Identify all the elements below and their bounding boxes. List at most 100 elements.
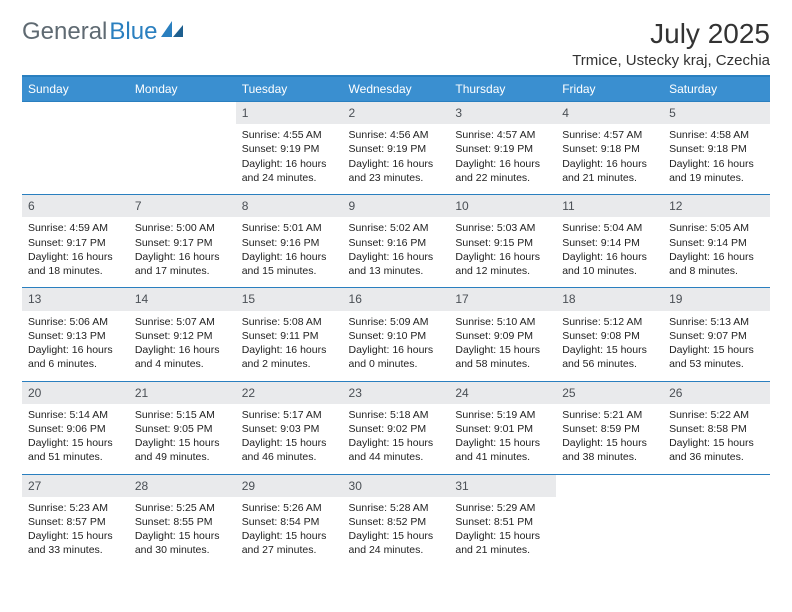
sunset-value: 9:15 PM (494, 237, 533, 249)
sunset-value: 9:19 PM (494, 143, 533, 155)
sunrise-value: 5:28 AM (390, 502, 429, 514)
sunset-label: Sunset: (455, 516, 491, 528)
sunrise-label: Sunrise: (669, 129, 708, 141)
daylight-label: Daylight: (562, 344, 603, 356)
sunset-line: Sunset: 8:57 PM (28, 515, 123, 529)
day-number: 1 (236, 102, 343, 124)
sunset-label: Sunset: (349, 516, 385, 528)
sunset-label: Sunset: (455, 237, 491, 249)
sunrise-value: 5:25 AM (176, 502, 215, 514)
sunset-value: 9:17 PM (173, 237, 212, 249)
sunrise-line: Sunrise: 5:17 AM (242, 408, 337, 422)
sunrise-value: 5:18 AM (390, 409, 429, 421)
sunset-label: Sunset: (242, 143, 278, 155)
sunrise-value: 5:21 AM (604, 409, 643, 421)
day-number: 23 (343, 382, 450, 404)
sunset-value: 9:02 PM (387, 423, 426, 435)
sunset-value: 9:11 PM (280, 330, 318, 342)
daylight-line: Daylight: 16 hours and 22 minutes. (455, 157, 550, 185)
sunset-line: Sunset: 9:17 PM (135, 236, 230, 250)
daylight-label: Daylight: (669, 158, 710, 170)
sunrise-value: 4:57 AM (604, 129, 643, 141)
sunset-value: 9:14 PM (601, 237, 640, 249)
daylight-label: Daylight: (135, 437, 176, 449)
sunrise-value: 4:57 AM (497, 129, 536, 141)
calendar-day-cell: 31Sunrise: 5:29 AMSunset: 8:51 PMDayligh… (449, 474, 556, 567)
daylight-line: Daylight: 15 hours and 30 minutes. (135, 529, 230, 557)
sunrise-line: Sunrise: 5:02 AM (349, 221, 444, 235)
sunrise-line: Sunrise: 5:03 AM (455, 221, 550, 235)
sunrise-label: Sunrise: (455, 316, 494, 328)
weekday-header-row: SundayMondayTuesdayWednesdayThursdayFrid… (22, 76, 770, 102)
calendar-day-cell: 26Sunrise: 5:22 AMSunset: 8:58 PMDayligh… (663, 381, 770, 474)
sunset-label: Sunset: (28, 237, 64, 249)
sunset-value: 9:06 PM (67, 423, 106, 435)
sunrise-line: Sunrise: 5:19 AM (455, 408, 550, 422)
daylight-line: Daylight: 16 hours and 21 minutes. (562, 157, 657, 185)
sunrise-label: Sunrise: (135, 502, 174, 514)
sunrise-line: Sunrise: 5:07 AM (135, 315, 230, 329)
sunrise-line: Sunrise: 5:15 AM (135, 408, 230, 422)
daylight-line: Daylight: 15 hours and 58 minutes. (455, 343, 550, 371)
day-details: Sunrise: 5:29 AMSunset: 8:51 PMDaylight:… (449, 497, 556, 567)
daylight-line: Daylight: 16 hours and 2 minutes. (242, 343, 337, 371)
sunrise-label: Sunrise: (349, 502, 388, 514)
daylight-line: Daylight: 16 hours and 18 minutes. (28, 250, 123, 278)
day-number: 11 (556, 195, 663, 217)
daylight-label: Daylight: (349, 437, 390, 449)
daylight-label: Daylight: (135, 344, 176, 356)
calendar-day-cell: 17Sunrise: 5:10 AMSunset: 9:09 PMDayligh… (449, 288, 556, 381)
calendar-day-cell: 21Sunrise: 5:15 AMSunset: 9:05 PMDayligh… (129, 381, 236, 474)
sunrise-value: 5:00 AM (176, 222, 215, 234)
daylight-label: Daylight: (349, 530, 390, 542)
header: GeneralBlue July 2025 Trmice, Ustecky kr… (22, 18, 770, 69)
sunset-value: 9:07 PM (708, 330, 747, 342)
sunrise-line: Sunrise: 4:57 AM (455, 128, 550, 142)
daylight-label: Daylight: (28, 437, 69, 449)
daylight-label: Daylight: (455, 437, 496, 449)
sunset-value: 9:13 PM (67, 330, 106, 342)
sunrise-line: Sunrise: 5:18 AM (349, 408, 444, 422)
daylight-label: Daylight: (455, 344, 496, 356)
day-details: Sunrise: 5:07 AMSunset: 9:12 PMDaylight:… (129, 311, 236, 381)
sunrise-line: Sunrise: 4:57 AM (562, 128, 657, 142)
day-details: Sunrise: 5:26 AMSunset: 8:54 PMDaylight:… (236, 497, 343, 567)
sunset-value: 9:01 PM (494, 423, 533, 435)
sunrise-label: Sunrise: (242, 222, 281, 234)
sunset-line: Sunset: 9:05 PM (135, 422, 230, 436)
calendar-day-cell: 4Sunrise: 4:57 AMSunset: 9:18 PMDaylight… (556, 102, 663, 195)
calendar-week-row: 27Sunrise: 5:23 AMSunset: 8:57 PMDayligh… (22, 474, 770, 567)
day-details: Sunrise: 5:25 AMSunset: 8:55 PMDaylight:… (129, 497, 236, 567)
sunset-label: Sunset: (242, 237, 278, 249)
brand-part2: Blue (109, 18, 157, 46)
day-number: 4 (556, 102, 663, 124)
sunrise-label: Sunrise: (28, 409, 67, 421)
sunrise-value: 5:15 AM (176, 409, 215, 421)
calendar-body: 1Sunrise: 4:55 AMSunset: 9:19 PMDaylight… (22, 102, 770, 567)
brand-logo: GeneralBlue (22, 18, 185, 46)
sunrise-label: Sunrise: (669, 409, 708, 421)
brand-part1: General (22, 18, 107, 46)
daylight-label: Daylight: (242, 530, 283, 542)
sunrise-value: 5:02 AM (390, 222, 429, 234)
daylight-line: Daylight: 15 hours and 24 minutes. (349, 529, 444, 557)
day-details: Sunrise: 5:17 AMSunset: 9:03 PMDaylight:… (236, 404, 343, 474)
day-details: Sunrise: 5:02 AMSunset: 9:16 PMDaylight:… (343, 217, 450, 287)
day-number: 16 (343, 288, 450, 310)
daylight-label: Daylight: (242, 158, 283, 170)
sunrise-line: Sunrise: 5:08 AM (242, 315, 337, 329)
sunset-value: 8:57 PM (67, 516, 106, 528)
weekday-header: Friday (556, 76, 663, 102)
daylight-line: Daylight: 15 hours and 56 minutes. (562, 343, 657, 371)
calendar-day-cell: 25Sunrise: 5:21 AMSunset: 8:59 PMDayligh… (556, 381, 663, 474)
calendar-day-cell: 10Sunrise: 5:03 AMSunset: 9:15 PMDayligh… (449, 195, 556, 288)
sunrise-line: Sunrise: 5:29 AM (455, 501, 550, 515)
day-details: Sunrise: 4:56 AMSunset: 9:19 PMDaylight:… (343, 124, 450, 194)
day-number: 28 (129, 475, 236, 497)
day-details: Sunrise: 5:12 AMSunset: 9:08 PMDaylight:… (556, 311, 663, 381)
sunrise-value: 5:19 AM (497, 409, 536, 421)
daylight-line: Daylight: 16 hours and 15 minutes. (242, 250, 337, 278)
daylight-line: Daylight: 15 hours and 21 minutes. (455, 529, 550, 557)
day-number: 31 (449, 475, 556, 497)
calendar-day-cell: 19Sunrise: 5:13 AMSunset: 9:07 PMDayligh… (663, 288, 770, 381)
